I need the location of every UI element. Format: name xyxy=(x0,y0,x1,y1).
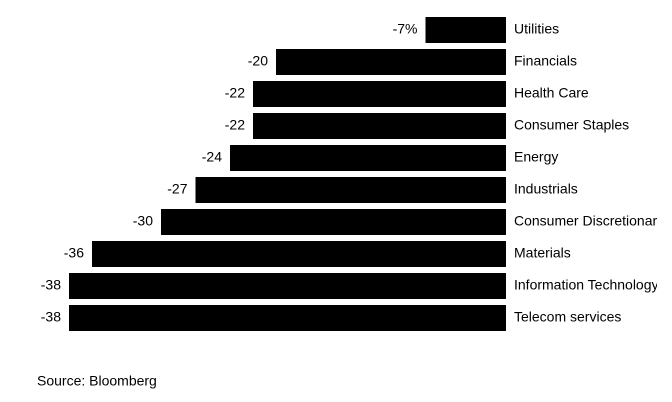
bar xyxy=(253,113,506,139)
source-note: Source: Bloomberg xyxy=(37,373,157,389)
bar xyxy=(230,145,506,171)
category-label: Consumer Staples xyxy=(514,117,629,133)
value-label: -22 xyxy=(225,117,245,133)
category-label: Information Technology xyxy=(514,277,659,293)
category-label: Consumer Discretionary xyxy=(514,213,664,229)
bar xyxy=(161,209,506,235)
category-label: Health Care xyxy=(514,85,589,101)
bar xyxy=(425,17,506,43)
value-label: -30 xyxy=(133,213,153,229)
plot-area: -7% Utilities -20 Financials -22 Health Care -… xyxy=(41,17,664,331)
value-label: -36 xyxy=(64,245,84,261)
category-label: Industrials xyxy=(514,181,578,197)
category-label: Energy xyxy=(514,149,558,165)
value-label: -27 xyxy=(167,181,187,197)
bar xyxy=(92,241,506,267)
value-label: -38 xyxy=(41,277,61,293)
category-label: Materials xyxy=(514,245,571,261)
value-label: -38 xyxy=(41,309,61,325)
category-label: Telecom services xyxy=(514,309,621,325)
bar xyxy=(69,273,506,299)
bar xyxy=(69,305,506,331)
category-label: Financials xyxy=(514,53,577,69)
value-label: -7% xyxy=(393,21,418,37)
bar xyxy=(276,49,506,75)
bar xyxy=(253,81,506,107)
value-label: -20 xyxy=(248,53,268,69)
value-label: -22 xyxy=(225,85,245,101)
category-label: Utilities xyxy=(514,21,559,37)
value-label: -24 xyxy=(202,149,222,165)
bar xyxy=(195,177,506,203)
